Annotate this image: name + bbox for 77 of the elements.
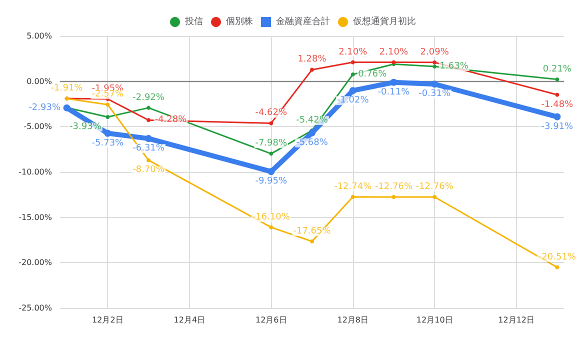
x-tick-label: 12月12日 — [498, 316, 535, 324]
point — [390, 78, 398, 86]
point — [555, 77, 560, 82]
point — [269, 152, 274, 156]
point — [106, 102, 110, 107]
data-label: 2.10% — [338, 47, 368, 58]
point — [554, 113, 561, 120]
x-tick-label: 12月2日 — [92, 316, 124, 324]
point — [555, 92, 560, 97]
y-tick-label: 5.00% — [26, 32, 52, 40]
x-tick-label: 12月8日 — [337, 316, 369, 324]
data-label: -12.76% — [374, 182, 413, 192]
point — [432, 195, 437, 200]
data-label: -7.98% — [255, 138, 288, 149]
point — [104, 130, 112, 137]
y-tick-label: 0.00% — [26, 76, 52, 86]
data-label: -17.65% — [293, 226, 332, 236]
legend-label: 投信 — [184, 16, 203, 27]
data-label: -5.42% — [296, 115, 328, 126]
data-label: 2.10% — [379, 47, 408, 58]
data-label: -1.48% — [541, 100, 574, 110]
legend-label: 仮想通貨月初比 — [353, 16, 416, 27]
x-tick-label: 12月4日 — [174, 316, 206, 324]
y-tick-label: -5.00% — [24, 122, 52, 132]
point — [146, 118, 151, 122]
y-tick-label: -20.00% — [18, 258, 52, 268]
point — [146, 158, 151, 162]
point — [310, 68, 314, 72]
data-label: -1.91% — [50, 84, 84, 94]
data-label: -5.73% — [92, 138, 124, 148]
x-tick-label: 12月10日 — [416, 316, 453, 324]
data-label: -2.57% — [92, 90, 124, 100]
data-label: -0.11% — [378, 87, 410, 98]
point — [350, 72, 355, 76]
data-label: 1.63% — [440, 62, 469, 72]
y-tick-label: -25.00% — [18, 304, 52, 312]
data-label: -8.70% — [132, 165, 165, 176]
data-label: -1.02% — [336, 96, 370, 106]
data-label: -20.51% — [538, 252, 576, 262]
point — [269, 121, 274, 126]
y-tick-label: -10.00% — [18, 168, 52, 176]
data-label: 1.28% — [298, 54, 327, 65]
point — [146, 106, 151, 110]
data-label: -3.91% — [541, 122, 574, 132]
data-label: -16.10% — [252, 212, 290, 222]
y-tick-label: -15.00% — [18, 212, 52, 222]
point — [431, 80, 438, 88]
point — [310, 239, 314, 244]
data-label: 2.09% — [420, 47, 450, 58]
point — [350, 194, 355, 199]
data-label: -2.92% — [132, 92, 165, 103]
legend-label: 金融資産合計 — [276, 16, 330, 27]
point — [392, 195, 396, 200]
data-label: -4.62% — [255, 108, 288, 118]
x-tick-label: 12月6日 — [255, 316, 287, 324]
point — [106, 114, 110, 119]
point — [432, 60, 437, 64]
point — [145, 135, 152, 142]
legend-label: 個別株 — [226, 16, 253, 27]
point — [432, 64, 437, 69]
data-label: -12.76% — [416, 182, 454, 192]
data-label: -3.93% — [70, 122, 102, 132]
data-label: -0.31% — [418, 89, 451, 100]
data-label: -5.68% — [296, 138, 328, 148]
data-label: 0.76% — [358, 69, 388, 80]
data-label: -4.28% — [154, 115, 188, 126]
data-label: 0.21% — [542, 64, 572, 74]
data-label: -12.74% — [334, 182, 372, 192]
point — [308, 129, 316, 136]
data-label: -6.31% — [132, 144, 165, 154]
point — [349, 87, 356, 94]
data-label: -9.95% — [255, 176, 288, 187]
point — [269, 225, 274, 230]
data-label: -2.93% — [28, 102, 61, 113]
point — [350, 60, 355, 64]
point — [268, 168, 275, 176]
point — [555, 265, 560, 270]
